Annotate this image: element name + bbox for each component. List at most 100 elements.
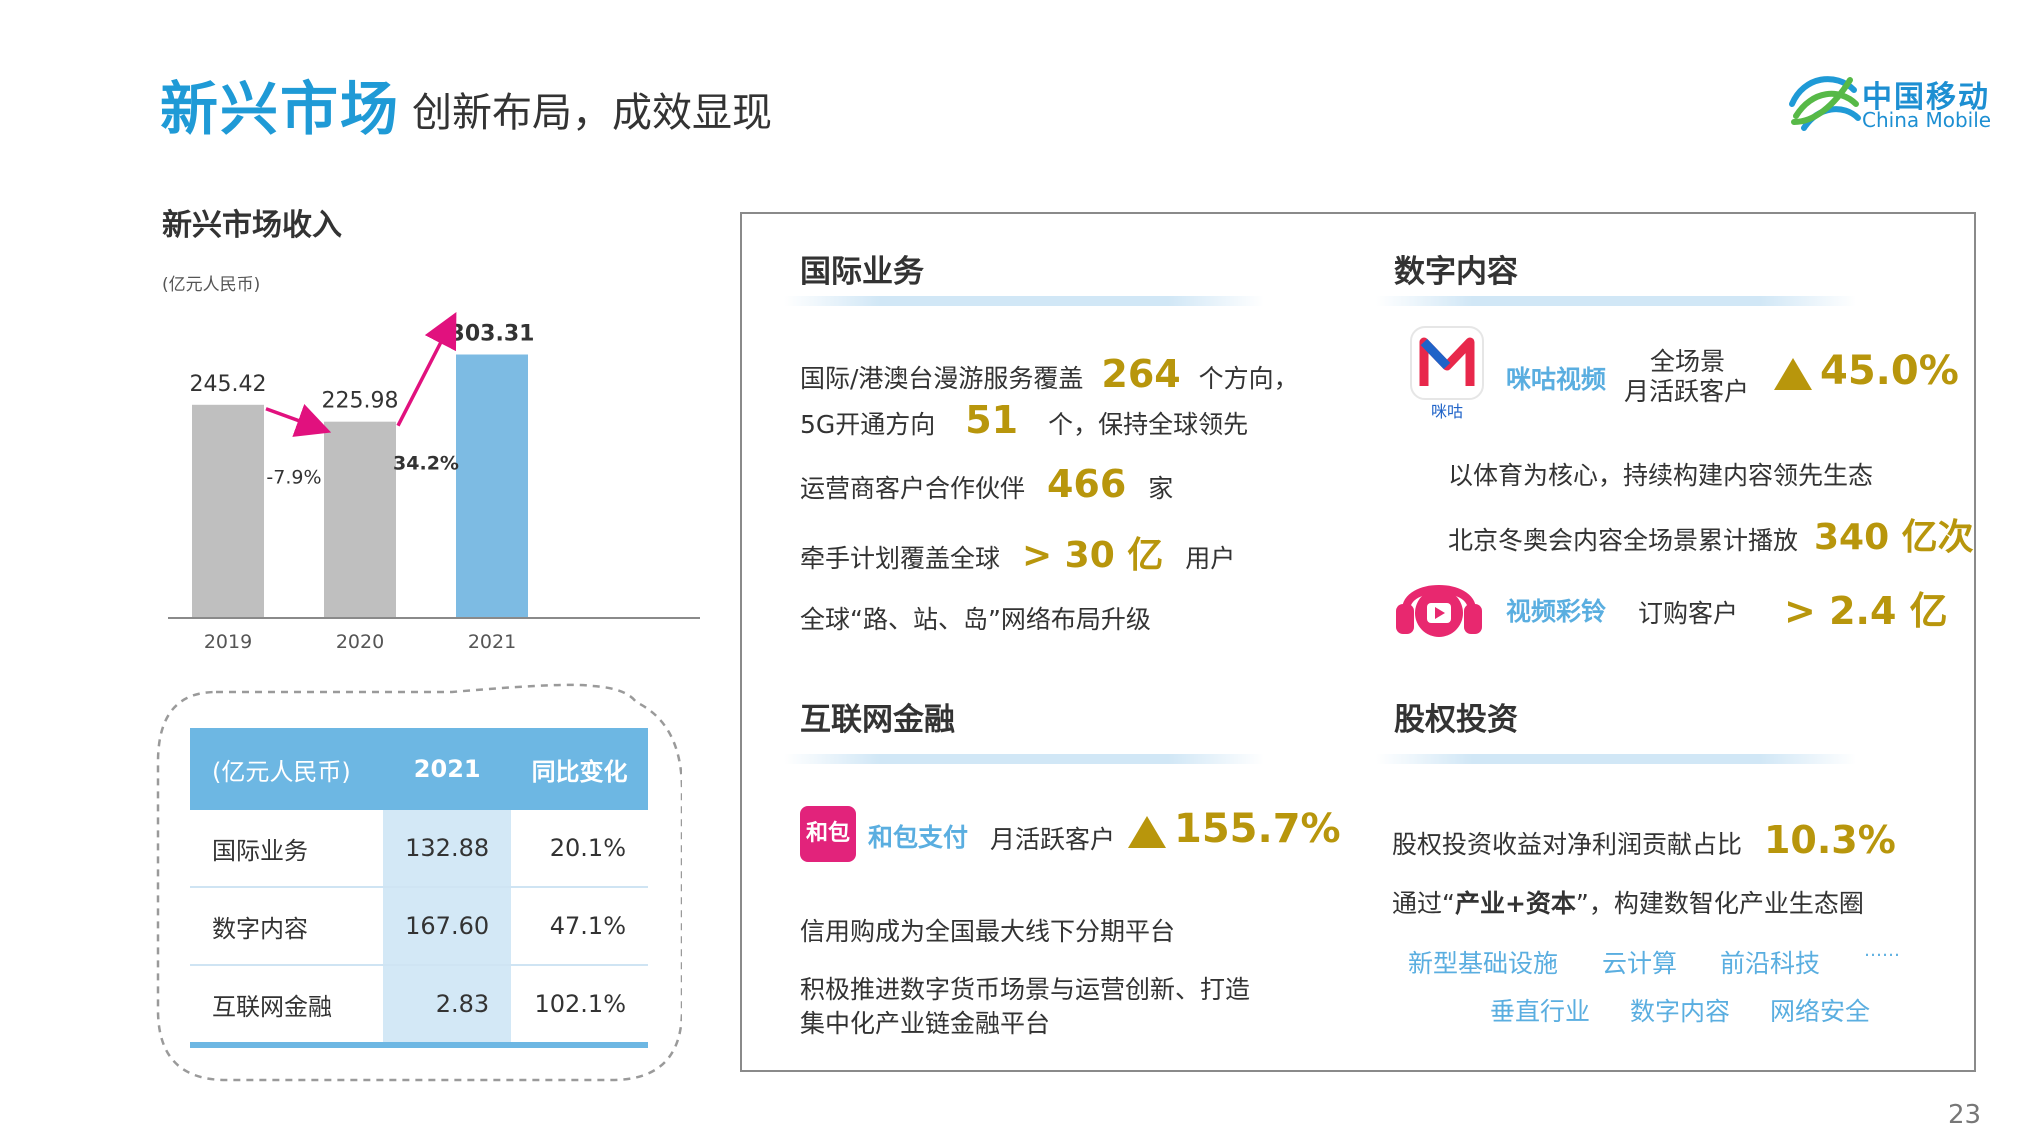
text-emphasis: 产业+资本: [1454, 889, 1576, 918]
section-title-international: 国际业务: [800, 254, 924, 290]
text-label: 用户: [1185, 544, 1236, 573]
table-cell-value: 167.60: [383, 887, 512, 966]
table-header-change: 同比变化: [511, 728, 648, 810]
intl-line-network: 全球“路、站、岛”网络布局升级: [800, 605, 1151, 634]
x-tick-label: 2019: [204, 631, 252, 653]
finance-line-digital-currency: 积极推进数字货币场景与运营创新、打造: [800, 975, 1251, 1004]
migu-label-line2: 月活跃客户: [1624, 377, 1750, 406]
digital-line-olympics: 北京冬奥会内容全场景累计播放 340 亿次: [1448, 508, 1974, 560]
equity-tag: 前沿科技: [1720, 949, 1821, 978]
text-label: 个方向，: [1198, 364, 1299, 393]
bar-2019: [192, 404, 264, 618]
x-tick-label: 2020: [336, 631, 384, 653]
text-label: 北京冬奥会内容全场景累计播放: [1448, 526, 1799, 555]
change-arrow: [396, 312, 457, 427]
text-label: 家: [1148, 474, 1174, 503]
revenue-table: (亿元人民币) 2021 同比变化 国际业务 132.88 20.1% 数字内容…: [190, 728, 648, 1048]
section-title-digital: 数字内容: [1394, 254, 1518, 290]
text-label: 牵手计划覆盖全球: [800, 544, 1001, 573]
table-header-unit: (亿元人民币): [190, 728, 384, 810]
equity-tag: 数字内容: [1630, 997, 1731, 1026]
page-number: 23: [1948, 1100, 1982, 1130]
chart-unit: (亿元人民币): [162, 275, 261, 295]
text-label: ”，构建数智化产业生态圈: [1575, 889, 1864, 918]
table-cell-change: 20.1%: [511, 810, 648, 888]
highlight-number: > 30 亿: [1021, 535, 1164, 576]
section-underline: [1376, 754, 1856, 764]
table-row: 国际业务 132.88 20.1%: [190, 810, 648, 888]
page-title: 新兴市场: [160, 75, 401, 143]
change-label: -7.9%: [266, 467, 321, 489]
equity-tag: 云计算: [1602, 949, 1678, 978]
equity-tag: 网络安全: [1770, 997, 1871, 1026]
highlight-number: 10.3%: [1763, 818, 1896, 862]
section-underline: [784, 754, 1264, 764]
up-triangle-icon: [1128, 816, 1166, 848]
logo-english-text: China Mobile: [1862, 108, 1992, 132]
x-tick-label: 2021: [468, 631, 516, 653]
table-cell-segment: 互联网金融: [190, 965, 384, 1048]
section-underline: [1376, 296, 1856, 306]
video-ringtone-name: 视频彩铃: [1506, 597, 1607, 626]
bar-2021: [456, 354, 528, 618]
video-ringtone-value: > 2.4 亿: [1784, 589, 1948, 633]
intl-line-partners: 运营商客户合作伙伴 466 家: [800, 462, 1173, 506]
migu-video-name: 咪咕视频: [1506, 365, 1607, 394]
up-triangle-icon: [1774, 358, 1812, 390]
text-label: 个，保持全球领先: [1048, 410, 1249, 439]
intl-line-roaming: 国际/港澳台漫游服务覆盖 264 个方向，: [800, 352, 1299, 396]
equity-line-contribution: 股权投资收益对净利润贡献占比 10.3%: [1392, 818, 1896, 862]
finance-line-platform: 集中化产业链金融平台: [800, 1009, 1051, 1038]
migu-video-icon: 咪咕: [1410, 326, 1484, 421]
hebao-pay-name: 和包支付: [868, 823, 969, 852]
hebao-growth-value: 155.7%: [1174, 806, 1341, 852]
highlight-number: 340 亿次: [1813, 517, 1974, 558]
bar-2020: [324, 421, 396, 618]
page-subtitle: 创新布局，成效显现: [412, 90, 772, 136]
change-label: 34.2%: [393, 453, 459, 475]
business-highlights-panel: [740, 212, 1976, 1072]
digital-line-sports: 以体育为核心，持续构建内容领先生态: [1448, 461, 1874, 490]
section-underline: [784, 296, 1264, 306]
hebao-pay-icon: 和包: [800, 806, 856, 862]
text-label: 5G开通方向: [800, 410, 936, 439]
table-cell-segment: 国际业务: [190, 810, 384, 888]
hebao-label: 月活跃客户: [990, 825, 1116, 854]
highlight-number: 466: [1046, 462, 1127, 506]
table-row: 互联网金融 2.83 102.1%: [190, 965, 648, 1048]
table-cell-segment: 数字内容: [190, 887, 384, 966]
table-header-row: (亿元人民币) 2021 同比变化: [190, 728, 648, 810]
logo-chinese-text: 中国移动: [1862, 80, 1990, 115]
section-title-finance: 互联网金融: [800, 702, 955, 738]
video-ringtone-icon: [1396, 585, 1482, 637]
finance-line-credit: 信用购成为全国最大线下分期平台: [800, 917, 1176, 946]
equity-tag-ellipsis: ……: [1864, 940, 1900, 961]
revenue-bar-chart: 245.42 2019 225.98 2020 303.31 2021 -7.9% 34.2%: [168, 312, 700, 653]
equity-line-ecosystem: 通过“产业+资本”，构建数智化产业生态圈: [1392, 884, 1864, 920]
table-row: 数字内容 167.60 47.1%: [190, 887, 648, 966]
section-title-equity: 股权投资: [1394, 702, 1518, 738]
highlight-number: 51: [965, 398, 1019, 442]
intl-line-handinhand: 牵手计划覆盖全球 > 30 亿 用户: [800, 526, 1235, 578]
bar-value-label: 225.98: [322, 389, 399, 414]
text-label: 运营商客户合作伙伴: [800, 474, 1026, 503]
migu-label-line1: 全场景: [1650, 347, 1726, 376]
equity-tag: 新型基础设施: [1408, 949, 1559, 978]
table-cell-change: 47.1%: [511, 887, 648, 966]
table-callout-bubble: [156, 683, 682, 1082]
bar-value-label: 245.42: [190, 372, 267, 397]
table-cell-value: 2.83: [383, 965, 512, 1048]
chart-title: 新兴市场收入: [162, 208, 342, 243]
highlight-number: 264: [1101, 352, 1181, 396]
equity-tag: 垂直行业: [1490, 997, 1591, 1026]
intl-line-5g: 5G开通方向 51 个，保持全球领先: [800, 398, 1248, 442]
video-ringtone-label: 订购客户: [1638, 599, 1739, 628]
table-header-year: 2021: [383, 728, 512, 810]
china-mobile-logo: [1789, 76, 1861, 131]
migu-growth-value: 45.0%: [1820, 348, 1959, 394]
bar-value-label: 303.31: [450, 321, 535, 346]
text-label: 国际/港澳台漫游服务覆盖: [800, 364, 1084, 393]
table-cell-change: 102.1%: [511, 965, 648, 1048]
change-arrow: [265, 404, 332, 437]
migu-logo-text: 咪咕: [1431, 402, 1463, 421]
